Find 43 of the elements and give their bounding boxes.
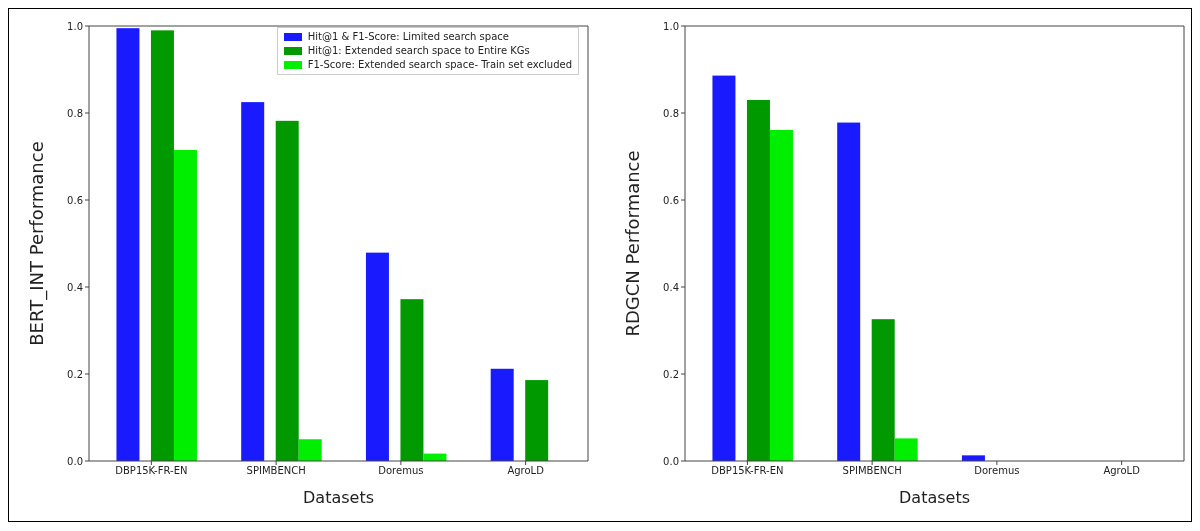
y-tick-label: 0.4 [67, 281, 83, 293]
x-tick-label: SPIMBENCH [842, 465, 902, 477]
bar [116, 28, 140, 461]
y-tick-label: 0.0 [663, 455, 679, 467]
bar [525, 380, 549, 461]
bar [400, 299, 424, 461]
y-axis-title: RDGCN Performance [622, 150, 644, 337]
bar [298, 439, 322, 461]
legend-label: F1-Score: Extended search space- Train set excluded [307, 58, 572, 72]
x-tick-label: AgroLD [507, 465, 545, 477]
bar [275, 120, 299, 461]
x-tick-label: Doremus [974, 465, 1020, 477]
y-tick-label: 0.8 [67, 107, 83, 119]
x-tick-label: DBP15K-FR-EN [711, 465, 784, 477]
bar [871, 319, 895, 461]
legend-label: Hit@1 & F1-Score: Limited search space [307, 30, 509, 44]
bar [746, 99, 770, 461]
bar [769, 129, 793, 461]
y-tick-label: 0.8 [663, 107, 679, 119]
y-tick-label: 1.0 [67, 20, 83, 32]
bar [894, 438, 918, 461]
bar [712, 75, 736, 461]
bar [173, 149, 197, 461]
bar [241, 102, 265, 461]
y-axis-title: BERT_INT Performance [26, 141, 49, 346]
legend-label: Hit@1: Extended search space to Entire KGs [307, 44, 530, 58]
x-axis-title: Datasets [303, 488, 374, 507]
x-tick-label: SPIMBENCH [246, 465, 306, 477]
y-tick-label: 0.2 [67, 368, 83, 380]
y-tick-label: 0.6 [67, 194, 83, 206]
x-tick-label: AgroLD [1103, 465, 1141, 477]
x-tick-label: DBP15K-FR-EN [115, 465, 188, 477]
y-tick-label: 0.0 [67, 455, 83, 467]
bar [837, 122, 861, 461]
bar [150, 30, 174, 461]
x-axis-title: Datasets [899, 488, 970, 507]
y-tick-label: 0.6 [663, 194, 679, 206]
y-tick-label: 1.0 [663, 20, 679, 32]
bar [490, 368, 514, 461]
x-tick-label: Doremus [378, 465, 424, 477]
bar [365, 252, 389, 461]
y-tick-label: 0.4 [663, 281, 679, 293]
y-tick-label: 0.2 [663, 368, 679, 380]
